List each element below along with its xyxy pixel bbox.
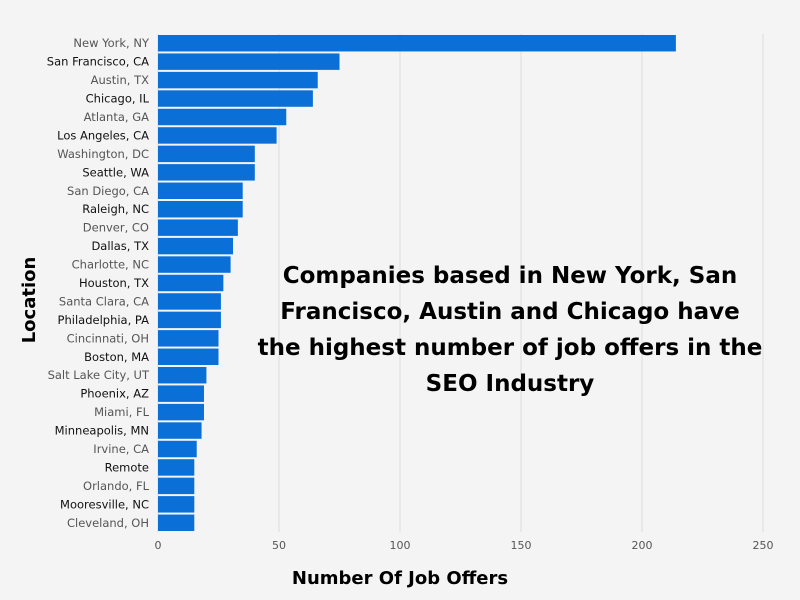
bar (158, 145, 255, 163)
bar (158, 514, 195, 531)
bar (158, 35, 676, 52)
bar (158, 201, 243, 218)
bar (158, 127, 277, 144)
bar (158, 403, 204, 421)
category-label: Charlotte, NC (72, 258, 149, 272)
category-label: Salt Lake City, UT (48, 368, 150, 382)
category-label: Washington, DC (57, 147, 149, 161)
category-label: Irvine, CA (93, 442, 149, 456)
category-label: Dallas, TX (91, 239, 149, 253)
category-label: San Francisco, CA (47, 55, 149, 69)
category-label: Minneapolis, MN (55, 424, 149, 438)
category-label: Seattle, WA (82, 165, 149, 179)
category-label: Phoenix, AZ (80, 387, 149, 401)
category-label: Miami, FL (94, 405, 149, 419)
category-label: Houston, TX (79, 276, 149, 290)
x-tick-label: 50 (272, 539, 286, 552)
bars (158, 35, 676, 531)
bar (158, 367, 207, 384)
bar (158, 71, 318, 89)
x-tick-label: 250 (753, 539, 774, 552)
bar (158, 477, 195, 495)
category-label: Remote (105, 460, 149, 474)
bar (158, 108, 287, 126)
x-tick-label: 100 (390, 539, 411, 552)
bar (158, 459, 195, 476)
bar (158, 237, 234, 255)
category-labels: New York, NY San Francisco, CA Austin, TX C… (47, 36, 150, 530)
x-tick-label: 0 (155, 539, 162, 552)
bar (158, 293, 221, 310)
bar (158, 496, 195, 513)
y-axis-title: Location (19, 257, 40, 344)
category-label: Denver, CO (83, 221, 149, 235)
category-label: Mooresville, NC (60, 497, 149, 511)
category-label: Los Angeles, CA (57, 128, 149, 142)
bar (158, 385, 204, 402)
category-label: Santa Clara, CA (59, 294, 149, 308)
bar (158, 348, 219, 365)
category-label: Atlanta, GA (84, 110, 149, 124)
x-axis-title: Number Of Job Offers (292, 568, 508, 589)
bar (158, 164, 255, 181)
x-tick-label: 200 (632, 539, 653, 552)
bar (158, 440, 197, 458)
bar (158, 182, 243, 199)
category-label: Chicago, IL (86, 92, 150, 106)
bar (158, 311, 221, 329)
x-tick-labels: 0 50 100 150 200 250 (155, 539, 774, 552)
bar (158, 53, 340, 70)
category-label: Austin, TX (91, 73, 149, 87)
category-label: Cleveland, OH (67, 516, 149, 530)
bar (158, 219, 238, 236)
category-label: New York, NY (73, 36, 150, 50)
category-label: Orlando, FL (83, 479, 150, 493)
category-label: Boston, MA (84, 350, 149, 364)
bar (158, 90, 313, 107)
category-label: San Diego, CA (67, 184, 149, 198)
bar (158, 274, 224, 292)
bar (158, 256, 231, 273)
x-tick-label: 150 (511, 539, 532, 552)
bar (158, 422, 202, 439)
bar (158, 330, 219, 347)
category-label: Philadelphia, PA (58, 313, 150, 327)
chart-annotation: Companies based in New York, San Francis… (257, 263, 763, 397)
category-label: Cincinnati, OH (67, 331, 149, 345)
category-label: Raleigh, NC (82, 202, 149, 216)
